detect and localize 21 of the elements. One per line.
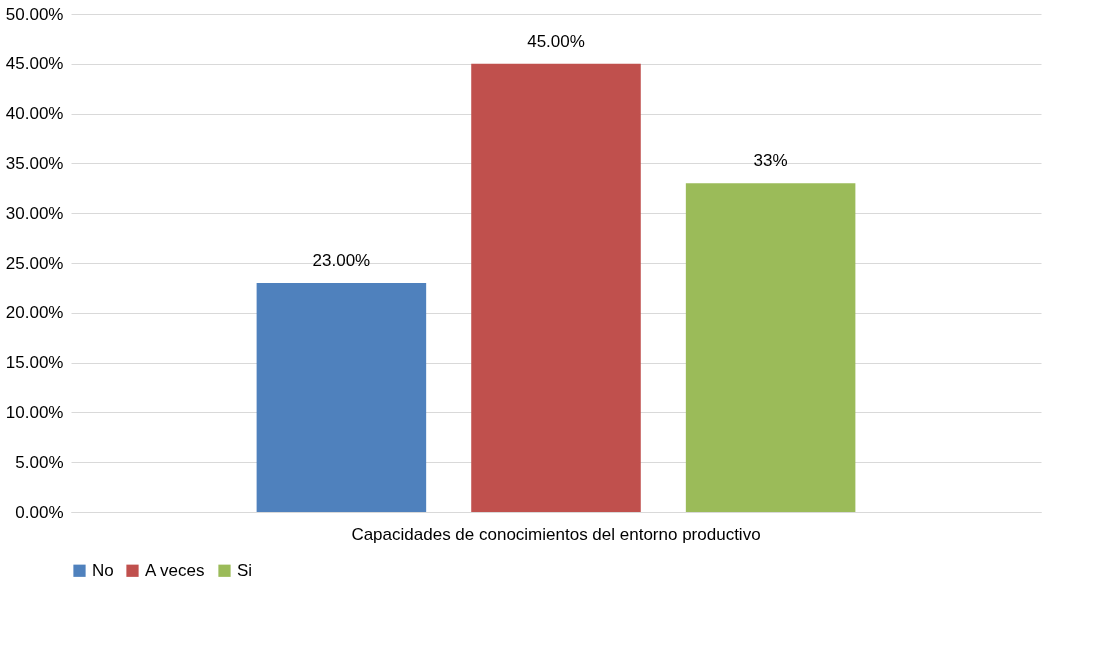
y-tick-label: 20.00%	[5, 303, 64, 323]
x-tick-label: Capacidades de conocimientos del entorno productivo	[351, 524, 761, 544]
legend-label: No	[92, 560, 114, 580]
bar	[685, 183, 856, 512]
legend-label: A veces	[145, 560, 205, 580]
y-tick-label: 10.00%	[5, 402, 64, 422]
y-tick-label: 0.00%	[15, 502, 64, 522]
y-tick-label: 25.00%	[5, 253, 64, 273]
y-tick-label: 5.00%	[15, 452, 64, 472]
y-tick-label: 50.00%	[5, 4, 64, 24]
y-tick-label: 40.00%	[5, 104, 64, 124]
y-tick-label: 45.00%	[5, 54, 64, 74]
data-label: 23.00%	[312, 250, 371, 270]
bar	[471, 63, 641, 512]
legend-label: Si	[237, 560, 253, 580]
bar	[256, 282, 427, 512]
y-tick-label: 35.00%	[5, 153, 64, 173]
data-label: 33%	[753, 151, 788, 171]
data-label: 45.00%	[527, 31, 585, 51]
y-tick-label: 15.00%	[5, 353, 64, 373]
y-tick-label: 30.00%	[5, 203, 64, 223]
